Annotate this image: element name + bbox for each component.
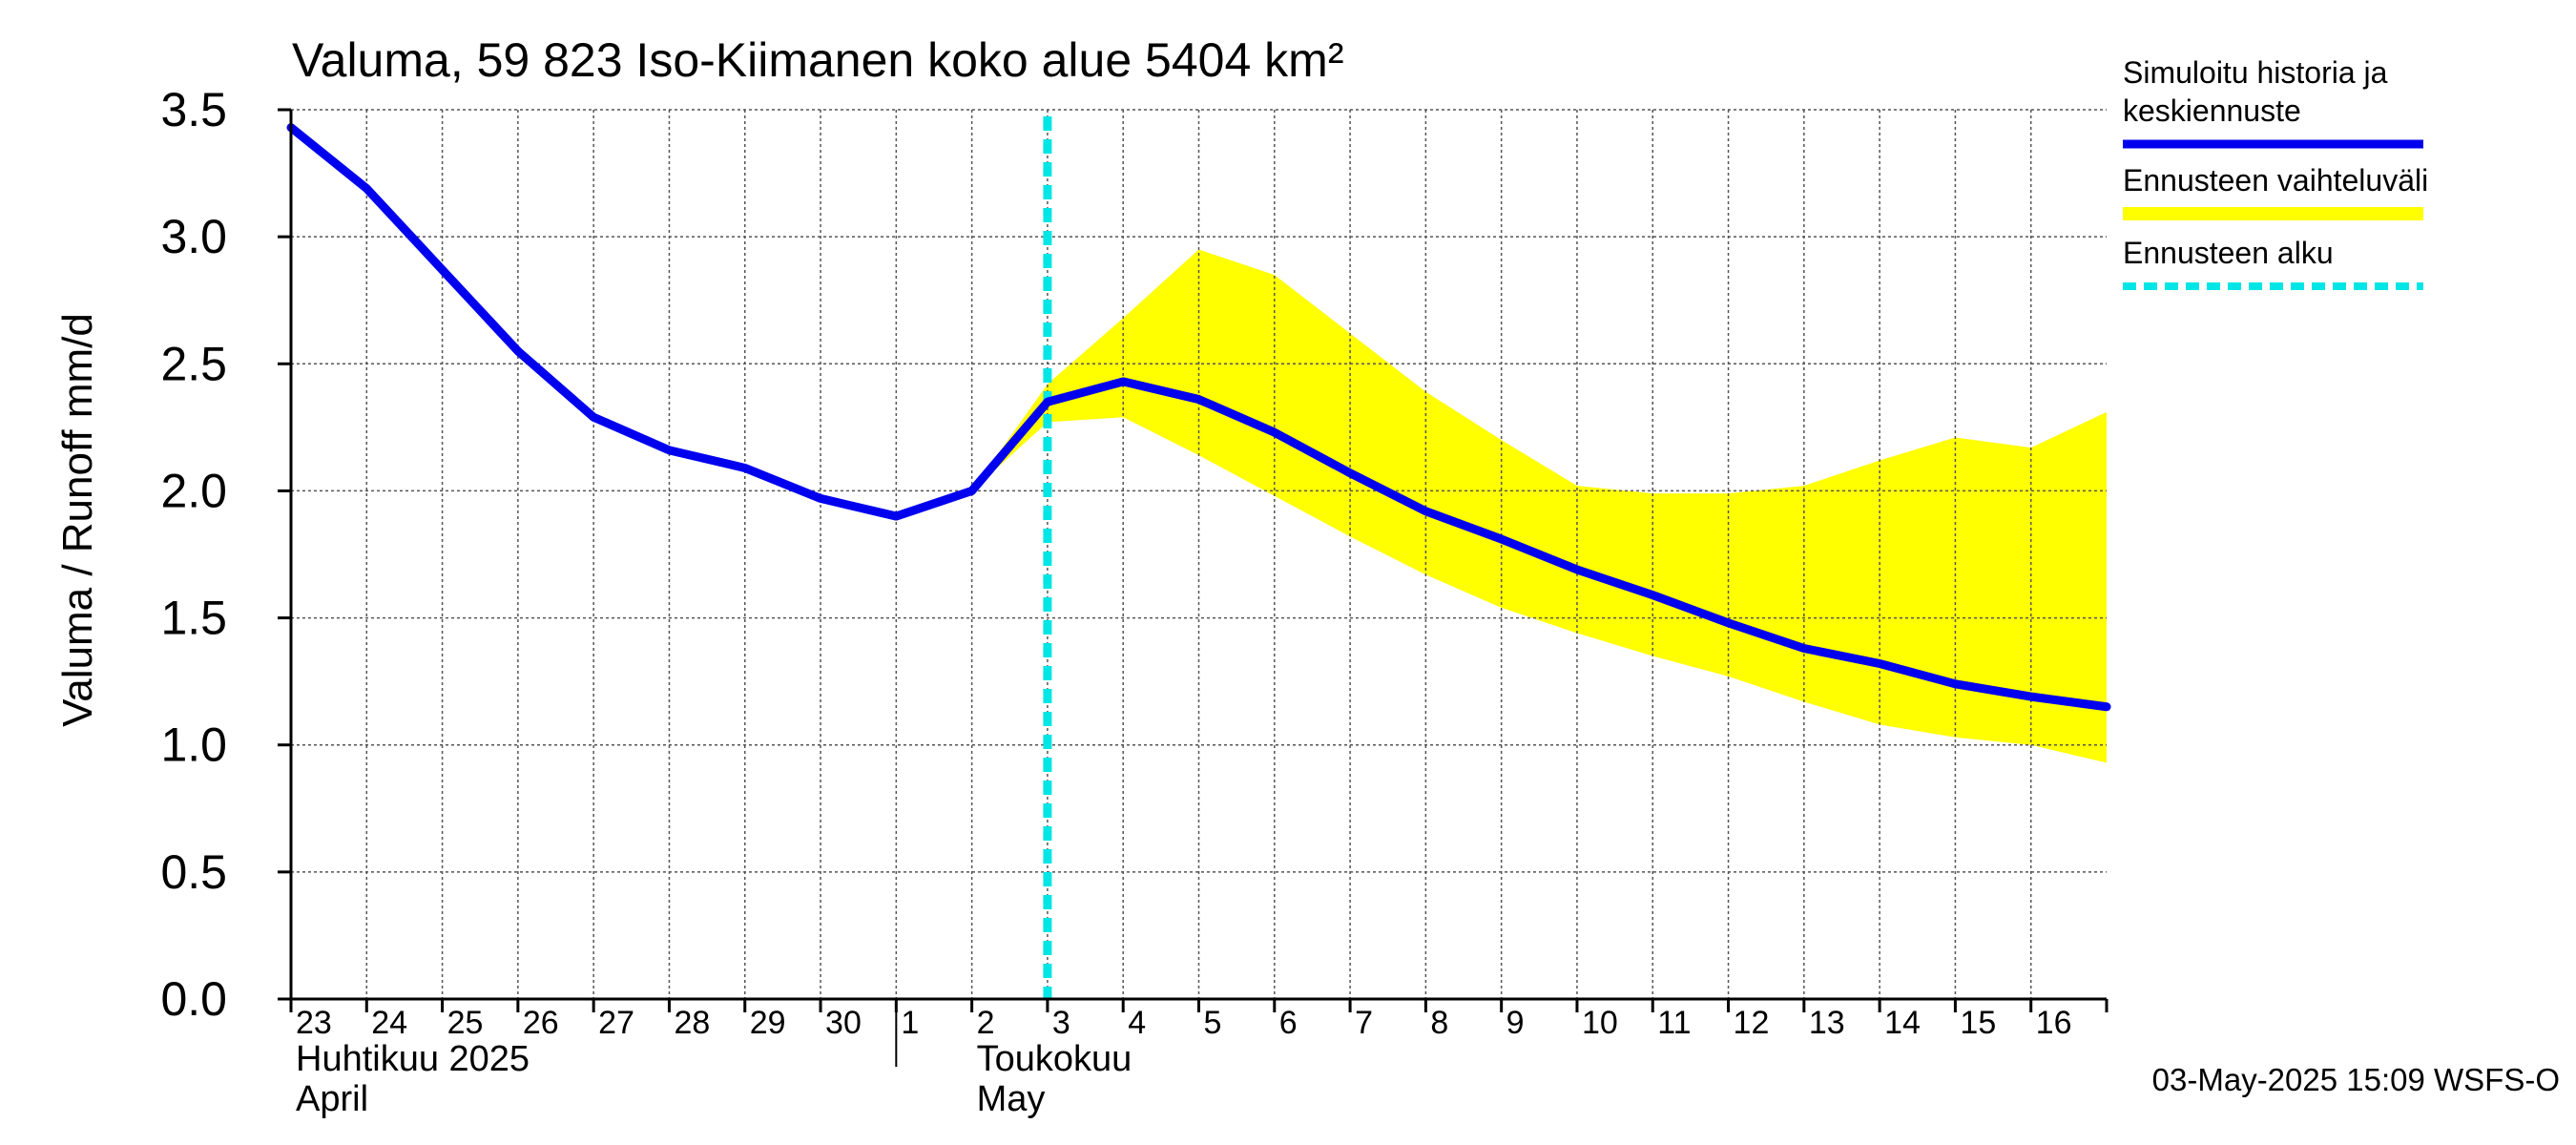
y-axis-label: Valuma / Runoff mm/d: [54, 313, 101, 727]
grid-group: [291, 109, 2107, 999]
x-tick-label: 30: [825, 1005, 862, 1041]
x-tick-label: 27: [598, 1005, 634, 1041]
x-tick-label: 3: [1052, 1005, 1070, 1041]
simulated-runoff-line: [286, 123, 2111, 712]
y-tick-label: 3.5: [160, 83, 227, 136]
x-tick-label: 6: [1279, 1005, 1298, 1041]
axes-group: [278, 108, 2109, 1067]
x-tick-label: 16: [2036, 1005, 2072, 1041]
forecast-range-band: [971, 249, 2107, 763]
x-tick-label: 2: [977, 1005, 995, 1041]
x-tick-label: 10: [1582, 1005, 1618, 1041]
legend-label: keskiennuste: [2123, 94, 2301, 128]
forecast-range-band-group: [971, 249, 2107, 763]
y-tick-label: 0.0: [160, 972, 227, 1026]
x-tick-label: 25: [447, 1005, 484, 1041]
series-group: [286, 123, 2111, 712]
x-tick-label: 7: [1355, 1005, 1373, 1041]
legend-label: Simuloitu historia ja: [2123, 55, 2388, 90]
x-tick-label: 12: [1734, 1005, 1770, 1041]
month-label-english: May: [977, 1079, 1046, 1119]
month-label: Toukokuu: [977, 1039, 1132, 1079]
x-tick-label: 26: [523, 1005, 559, 1041]
x-tick-label: 5: [1204, 1005, 1222, 1041]
x-tick-label: 9: [1506, 1005, 1525, 1041]
y-tick-label: 2.0: [160, 464, 227, 517]
timestamp-footer: 03-May-2025 15:09 WSFS-O: [2152, 1062, 2560, 1097]
x-tick-label: 1: [901, 1005, 919, 1041]
y-tick-labels: 0.0 0.5 1.0 1.5 2.0 2.5 3.0 3.5: [160, 83, 227, 1026]
x-tick-label: 4: [1128, 1005, 1146, 1041]
x-tick-label: 15: [1960, 1005, 1996, 1041]
x-tick-label: 24: [371, 1005, 407, 1041]
chart-title: Valuma, 59 823 Iso-Kiimanen koko alue 54…: [292, 33, 1343, 87]
y-tick-label: 0.5: [160, 845, 227, 899]
month-label-english: April: [296, 1079, 368, 1119]
x-tick-label: 13: [1809, 1005, 1845, 1041]
y-tick-label: 1.5: [160, 592, 227, 645]
x-tick-label: 8: [1430, 1005, 1448, 1041]
legend-label: Ennusteen vaihteluväli: [2123, 163, 2428, 198]
month-label: Huhtikuu 2025: [296, 1039, 530, 1079]
y-tick-label: 3.0: [160, 210, 227, 263]
legend-label: Ennusteen alku: [2123, 236, 2334, 270]
x-tick-labels: 23 24 25 26 27 28 29 30 1 2 3 4 5 6 7 8 9 10 11 12 13 14 15 16: [296, 1005, 2072, 1041]
x-tick-label: 14: [1884, 1005, 1921, 1041]
x-tick-label: 11: [1657, 1005, 1691, 1041]
y-tick-label: 2.5: [160, 337, 227, 390]
x-tick-label: 28: [674, 1005, 710, 1041]
y-tick-label: 1.0: [160, 718, 227, 772]
x-tick-label: 29: [750, 1005, 786, 1041]
legend: Simuloitu historia ja keskiennuste Ennuste…: [2123, 55, 2428, 290]
x-tick-label: 23: [296, 1005, 332, 1041]
